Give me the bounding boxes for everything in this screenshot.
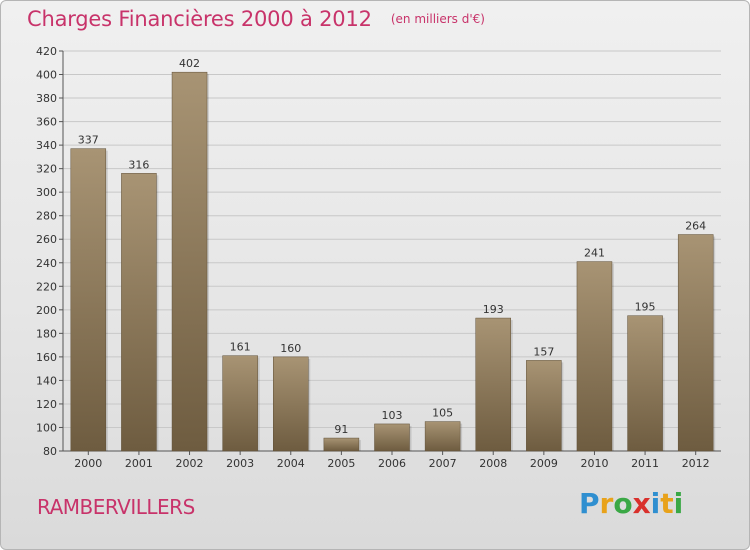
bar: [475, 317, 511, 452]
chart-subtitle: (en milliers d'€): [390, 12, 485, 26]
logo-letter: i: [673, 487, 684, 520]
y-tick-label: 120: [36, 398, 57, 411]
data-label: 91: [334, 423, 348, 436]
logo-letter: o: [613, 487, 633, 520]
data-label: 103: [382, 409, 403, 422]
data-label: 195: [635, 301, 656, 314]
bar: [70, 148, 107, 452]
x-tick-label: 2008: [479, 457, 507, 470]
y-tick-label: 220: [36, 280, 57, 293]
x-tick-label: 2005: [327, 457, 355, 470]
y-tick-label: 420: [36, 45, 57, 58]
data-label: 193: [483, 303, 504, 316]
y-tick-label: 300: [36, 186, 57, 199]
data-label: 105: [432, 407, 453, 420]
y-tick-label: 340: [36, 139, 57, 152]
bar: [222, 355, 258, 452]
y-tick-label: 380: [36, 92, 57, 105]
bar: [627, 315, 663, 452]
logo-letter: P: [579, 487, 600, 520]
chart-title: Charges Financières 2000 à 2012: [27, 7, 372, 31]
bar: [121, 173, 157, 452]
y-tick-label: 160: [36, 351, 57, 364]
y-tick-label: 80: [43, 445, 57, 458]
logo-letter: t: [660, 487, 674, 520]
y-tick-label: 400: [36, 69, 57, 82]
bar: [323, 437, 360, 452]
x-tick-label: 2001: [125, 457, 153, 470]
bar: [273, 356, 309, 452]
place-name: RAMBERVILLERS: [37, 495, 195, 519]
x-tick-label: 2003: [226, 457, 254, 470]
data-label: 264: [685, 220, 706, 233]
x-tick-label: 2000: [74, 457, 102, 470]
data-label: 337: [78, 134, 99, 147]
logo-letter: i: [650, 487, 661, 520]
y-tick-label: 320: [36, 163, 57, 176]
y-tick-label: 100: [36, 421, 57, 434]
data-label: 161: [230, 341, 251, 354]
y-tick-label: 140: [36, 374, 57, 387]
x-tick-label: 2009: [530, 457, 558, 470]
bar: [424, 421, 461, 452]
y-tick-label: 180: [36, 327, 57, 340]
bar: [576, 261, 613, 452]
x-tick-label: 2002: [176, 457, 204, 470]
y-tick-label: 240: [36, 257, 57, 270]
chart-header: Charges Financières 2000 à 2012 (en mill…: [27, 7, 485, 31]
y-tick-label: 260: [36, 233, 57, 246]
y-tick-label: 280: [36, 210, 57, 223]
data-label: 316: [128, 158, 149, 171]
x-tick-label: 2007: [429, 457, 457, 470]
data-label: 241: [584, 247, 605, 260]
logo-letter: x: [632, 487, 651, 520]
data-label: 402: [179, 57, 200, 70]
y-tick-label: 360: [36, 116, 57, 129]
x-tick-label: 2012: [682, 457, 710, 470]
bar: [677, 234, 714, 452]
bar: [374, 423, 410, 452]
bar: [171, 71, 208, 452]
proxiti-logo[interactable]: Proxiti: [579, 487, 683, 520]
x-tick-label: 2006: [378, 457, 406, 470]
y-tick-label: 200: [36, 304, 57, 317]
x-tick-label: 2004: [277, 457, 305, 470]
bar: [526, 360, 562, 452]
data-label: 160: [280, 342, 301, 355]
data-label: 157: [533, 345, 554, 358]
x-tick-label: 2011: [631, 457, 659, 470]
x-tick-label: 2010: [580, 457, 608, 470]
logo-letter: r: [599, 487, 614, 520]
